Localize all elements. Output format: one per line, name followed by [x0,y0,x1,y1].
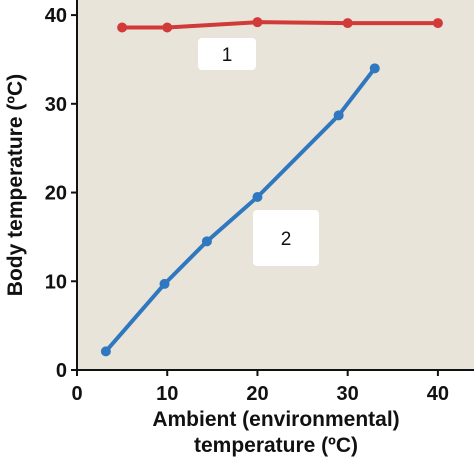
data-point [159,278,170,289]
x-axis-title: Ambient (environmental) [152,408,399,431]
x-tick-label: 20 [246,383,268,405]
y-tick-label: 30 [45,94,67,116]
x-tick-label: 0 [71,383,82,405]
y-tick-label: 0 [56,360,67,382]
data-point [162,22,173,33]
data-point [201,236,212,247]
annotation-box [198,38,256,70]
data-point [252,17,263,28]
y-axis-title: Body temperature (ºC) [4,74,27,296]
x-tick-label: 30 [337,383,359,405]
series-line [104,67,377,353]
data-point [117,22,128,33]
data-point [342,18,353,29]
x-tick-label: 40 [427,383,449,405]
x-tick-label: 10 [156,383,178,405]
annotation-box [253,210,319,266]
annotation: 2 [281,229,292,250]
y-tick-label: 10 [45,271,67,293]
y-tick-label: 20 [45,183,67,205]
data-point [333,110,344,121]
data-point [252,191,263,202]
data-point [369,63,380,74]
data-point [432,18,443,29]
y-tick-label: 40 [45,5,67,27]
annotation: 1 [222,45,233,66]
x-axis-title: temperature (ºC) [194,434,358,457]
data-point [100,346,111,357]
